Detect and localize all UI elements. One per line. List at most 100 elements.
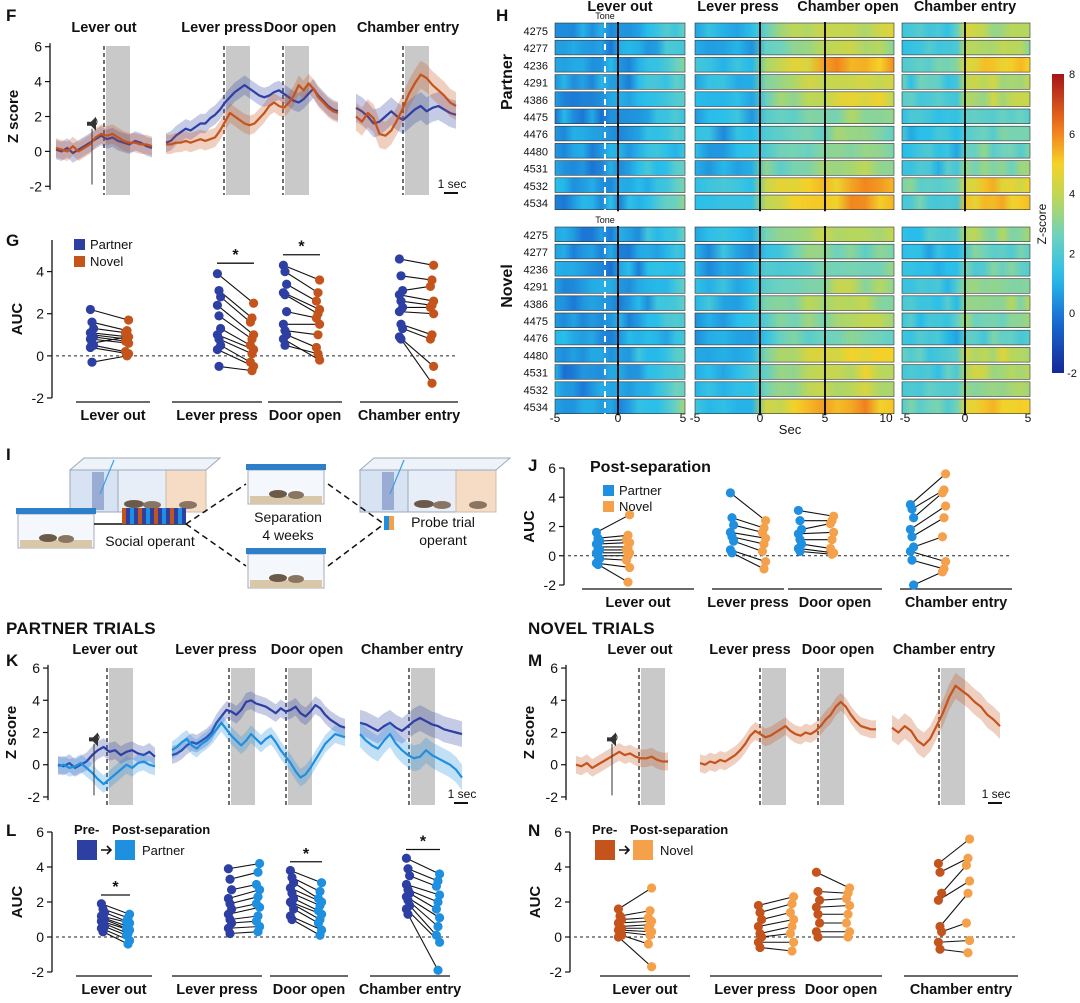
event-window-bar xyxy=(231,668,255,805)
point-post xyxy=(122,332,132,342)
point-pre xyxy=(214,311,224,321)
legend-label-partner: Partner xyxy=(90,237,133,252)
heatmap-row-id: 4275 xyxy=(524,230,548,242)
point-pre xyxy=(933,937,944,947)
y-tick-label: 4 xyxy=(34,74,42,90)
y-tick-label: 0 xyxy=(554,929,562,945)
pair-line xyxy=(102,931,129,945)
y-tick-label: -2 xyxy=(32,390,45,406)
sem-band-novel xyxy=(56,124,152,161)
event-window-bar xyxy=(820,668,844,805)
pair-line xyxy=(801,543,831,549)
point-post xyxy=(785,928,796,939)
point-post xyxy=(647,883,657,893)
point-post xyxy=(937,488,948,498)
event-header-door_open: Door open xyxy=(271,642,344,658)
y-tick-label: 2 xyxy=(548,519,556,535)
point-pre xyxy=(935,944,945,954)
event-window-bar xyxy=(285,46,309,195)
pair-line xyxy=(90,308,129,321)
point-post xyxy=(122,351,132,361)
y-tick-label: 2 xyxy=(32,725,40,741)
y-tick-label: 4 xyxy=(36,264,44,280)
point-pre xyxy=(813,932,823,942)
pair-line xyxy=(816,904,850,908)
trial-stripe xyxy=(142,508,146,524)
y-tick-label: 4 xyxy=(32,692,40,708)
group-label: Lever out xyxy=(605,595,670,611)
pair-line xyxy=(913,571,943,586)
pair-line xyxy=(798,531,834,535)
point-pre xyxy=(394,307,404,317)
heatmap-row-cell xyxy=(694,295,895,311)
pair-line xyxy=(758,896,794,907)
point-post xyxy=(827,549,837,559)
point-post xyxy=(623,577,633,587)
trace-partner xyxy=(355,104,457,125)
colorbar-tick-label: -2 xyxy=(1067,368,1077,380)
pair-line xyxy=(220,328,251,346)
group-label: Door open xyxy=(799,595,872,611)
group-label: Lever press xyxy=(176,408,257,424)
panel-m: -2 0 2 4 6 Z score Lever out Lever press Door op… xyxy=(521,642,1010,805)
legend-pre: Pre- xyxy=(592,822,617,837)
point-post xyxy=(313,349,323,359)
trace-novel xyxy=(575,750,668,769)
point-post xyxy=(825,518,836,529)
speaker-icon xyxy=(607,732,616,747)
heatmap-row-cell xyxy=(694,347,895,363)
trial-stripe xyxy=(166,508,170,524)
pair-line xyxy=(730,492,766,522)
point-pre xyxy=(405,871,415,881)
point-post xyxy=(429,309,439,319)
group-label: Door open xyxy=(269,408,342,424)
pair-line xyxy=(798,509,834,517)
legend-label-partner: Partner xyxy=(142,843,185,858)
mouse-icon xyxy=(58,535,74,543)
home-cage-pair xyxy=(16,508,96,549)
heatmap-row-cell xyxy=(694,91,895,107)
heatmap-row-id: 4532 xyxy=(524,181,548,193)
trace-novel xyxy=(699,700,876,766)
heatmap-row-id: 4532 xyxy=(524,385,548,397)
point-post xyxy=(255,885,265,895)
scale-bar-label: 1 sec xyxy=(438,177,467,191)
point-pre xyxy=(909,513,919,523)
point-post xyxy=(245,317,255,327)
heatmap-row-cell xyxy=(694,329,895,346)
y-tick-label: 4 xyxy=(548,489,556,505)
point-post xyxy=(761,516,771,526)
pair-line xyxy=(402,327,431,340)
heatmap-header-lever-out: Lever out xyxy=(587,0,652,15)
trace-partner xyxy=(165,84,339,144)
pair-line xyxy=(409,875,437,887)
pair-line xyxy=(941,864,967,894)
sound-wave-icon xyxy=(94,117,98,127)
point-pre xyxy=(87,357,97,367)
point-post xyxy=(435,890,445,900)
heatmap-row-cell xyxy=(554,381,686,397)
event-header-chamber_entry: Chamber entry xyxy=(357,20,459,36)
probe-stripe xyxy=(384,516,389,530)
heatmap-row-cell xyxy=(694,381,895,397)
mouse-icon xyxy=(288,575,304,583)
heatmap-row-id: 4476 xyxy=(524,333,548,345)
heatmap-row-cell xyxy=(694,39,895,56)
heatmap-row-id: 4291 xyxy=(524,282,548,294)
point-post xyxy=(761,557,771,567)
y-tick-label: 2 xyxy=(554,894,562,910)
point-pre xyxy=(289,904,299,914)
heatmap-row-cell xyxy=(554,364,686,380)
point-post xyxy=(841,918,852,928)
trial-stripe xyxy=(138,508,142,524)
y-tick-label: 0 xyxy=(550,757,558,773)
trial-stripe xyxy=(134,508,138,524)
point-post xyxy=(789,892,799,902)
point-pre xyxy=(398,323,408,334)
pair-line xyxy=(618,936,652,968)
point-post xyxy=(255,902,265,912)
point-post xyxy=(313,918,323,928)
pair-line xyxy=(817,890,849,894)
pair-line xyxy=(407,913,439,971)
